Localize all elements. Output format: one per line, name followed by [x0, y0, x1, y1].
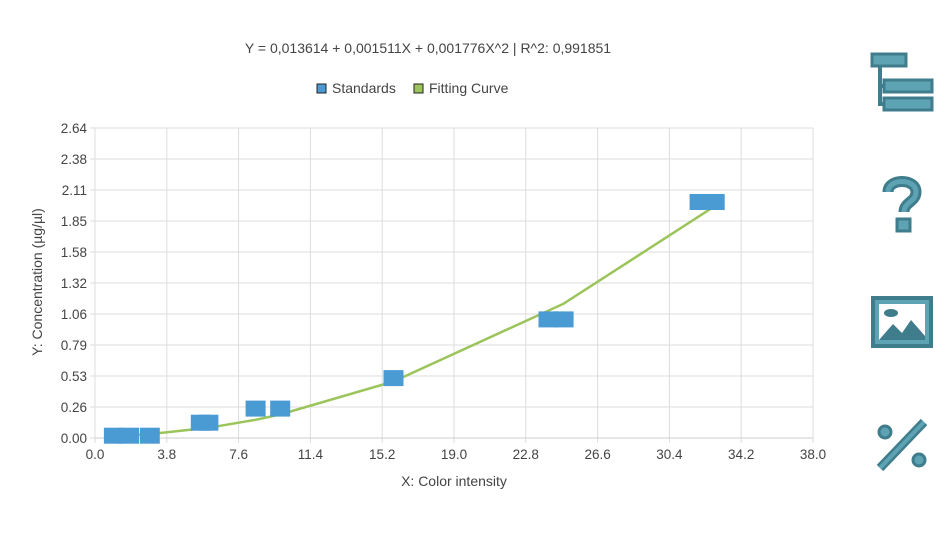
x-tick-label: 11.4 [298, 447, 324, 462]
standard-point[interactable] [270, 400, 291, 417]
standard-point[interactable] [103, 427, 124, 444]
y-tick-label: 1.06 [61, 307, 87, 322]
legend-label-standards: Standards [332, 80, 396, 96]
y-tick-label: 2.64 [61, 121, 88, 136]
y-tick-label: 0.79 [61, 338, 87, 353]
standard-point[interactable] [119, 427, 139, 444]
y-axis-ticks: 0.00 0.26 0.53 0.79 1.06 1.32 1.58 1.85 2.11 2.38… [61, 121, 88, 446]
standard-point[interactable] [553, 311, 574, 328]
standard-point[interactable] [198, 414, 219, 431]
percent-icon [876, 418, 928, 472]
hierarchy-icon [870, 52, 934, 112]
standard-point[interactable] [245, 400, 266, 417]
chart-title: Y = 0,013614 + 0,001511X + 0,001776X^2 |… [245, 40, 611, 56]
legend-swatch-standards [316, 83, 327, 94]
x-tick-label: 26.6 [584, 447, 610, 462]
y-tick-label: 0.26 [61, 400, 87, 415]
standard-point[interactable] [383, 370, 404, 387]
x-tick-label: 0.0 [86, 447, 105, 462]
y-tick-label: 1.85 [61, 214, 87, 229]
x-tick-label: 19.0 [441, 447, 467, 462]
x-tick-label: 22.8 [513, 447, 539, 462]
help-button[interactable] [866, 166, 938, 238]
legend[interactable]: Standards Fitting Curve [316, 80, 509, 96]
y-tick-label: 1.32 [61, 276, 87, 291]
y-axis-label: Y: Concentration (µg/µl) [29, 208, 45, 356]
y-tick-label: 0.53 [61, 369, 87, 384]
x-tick-label: 34.2 [728, 447, 754, 462]
question-icon [882, 176, 922, 233]
standard-point[interactable] [689, 194, 710, 210]
standard-point[interactable] [704, 194, 725, 210]
legend-swatch-fitting-curve [413, 83, 424, 94]
fitting-curve-layer [113, 205, 716, 438]
standard-point[interactable] [139, 427, 160, 444]
y-tick-label: 0.00 [61, 431, 87, 446]
percent-button[interactable] [866, 408, 938, 480]
x-tick-label: 15.2 [369, 447, 395, 462]
y-tick-label: 2.38 [61, 152, 87, 167]
image-icon [871, 296, 933, 348]
chart: Y = 0,013614 + 0,001511X + 0,001776X^2 |… [29, 40, 827, 489]
y-tick-label: 1.58 [61, 245, 87, 260]
x-axis-label: X: Color intensity [401, 473, 507, 489]
x-tick-label: 30.4 [656, 447, 683, 462]
grid [90, 127, 814, 443]
standard-point[interactable] [538, 311, 559, 328]
x-tick-label: 38.0 [800, 447, 826, 462]
fitting-curve-line [113, 205, 716, 438]
image-export-button[interactable] [866, 287, 938, 359]
x-tick-label: 7.6 [229, 447, 248, 462]
standards-points-layer [103, 194, 725, 444]
y-tick-label: 2.11 [62, 183, 87, 198]
hierarchy-button[interactable] [866, 46, 938, 118]
x-axis-ticks: 0.0 3.8 7.6 11.4 15.2 19.0 22.8 26.6 30.4 34.2 38.… [86, 447, 827, 462]
legend-label-fitting-curve: Fitting Curve [429, 80, 509, 96]
x-tick-label: 3.8 [157, 447, 176, 462]
